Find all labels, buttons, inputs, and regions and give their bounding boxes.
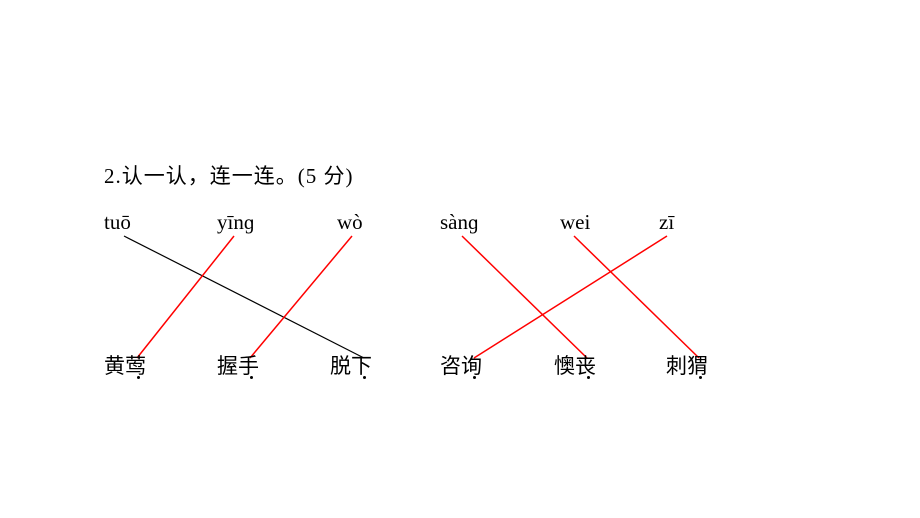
underline-dot bbox=[363, 376, 366, 379]
connection-line bbox=[124, 236, 364, 358]
word-item: 黄莺 bbox=[104, 350, 146, 380]
pinyin-item: yīnɡ bbox=[217, 210, 254, 235]
pinyin-item: tuō bbox=[104, 210, 131, 235]
connection-line bbox=[250, 236, 352, 358]
connection-line bbox=[462, 236, 587, 358]
matching-diagram: tuō yīnɡ wò sànɡ wei zī 黄莺 握手 脱下 咨询 懊丧 刺猬 bbox=[104, 210, 824, 380]
word-item: 懊丧 bbox=[554, 350, 596, 380]
underline-dot bbox=[250, 376, 253, 379]
pinyin-item: wei bbox=[560, 210, 590, 235]
underline-dot bbox=[699, 376, 702, 379]
word-item: 刺猬 bbox=[666, 350, 708, 380]
connection-line bbox=[137, 236, 234, 358]
connection-line bbox=[574, 236, 699, 358]
word-item: 握手 bbox=[217, 350, 259, 380]
exercise-title: 2.认一认，连一连。(5 分) bbox=[104, 160, 824, 190]
word-item: 脱下 bbox=[330, 350, 372, 380]
underline-dot bbox=[587, 376, 590, 379]
connection-line bbox=[474, 236, 667, 358]
word-item: 咨询 bbox=[440, 350, 482, 380]
underline-dot bbox=[473, 376, 476, 379]
underline-dot bbox=[137, 376, 140, 379]
exercise-container: 2.认一认，连一连。(5 分) tuō yīnɡ wò sànɡ wei zī 黄莺 握手 脱… bbox=[104, 160, 824, 380]
pinyin-item: sànɡ bbox=[440, 210, 479, 235]
pinyin-item: zī bbox=[659, 210, 674, 235]
pinyin-item: wò bbox=[337, 210, 363, 235]
